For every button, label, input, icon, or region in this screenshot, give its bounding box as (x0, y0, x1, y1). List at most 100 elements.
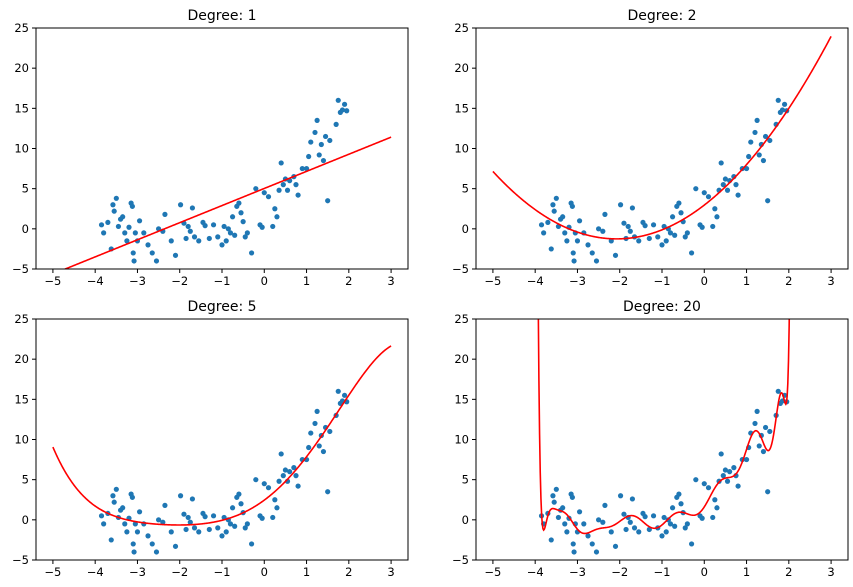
data-point (743, 456, 750, 463)
axes-frame (475, 27, 849, 270)
data-point (113, 486, 119, 492)
data-point (553, 195, 559, 201)
x-tick-label: 3 (827, 274, 834, 288)
data-point (585, 533, 591, 539)
data-point (131, 549, 137, 555)
data-point (341, 101, 348, 107)
data-point (312, 420, 318, 427)
axes-frame (35, 27, 409, 270)
data-point (111, 499, 117, 505)
data-point (219, 242, 225, 248)
data-point (215, 525, 221, 531)
x-tick-label: −4 (527, 274, 544, 288)
y-tick-label: 15 (454, 101, 469, 115)
data-point (320, 157, 327, 164)
data-point (600, 519, 606, 525)
y-tick-label: 0 (462, 513, 469, 527)
data-point (122, 230, 128, 236)
data-point (295, 192, 301, 198)
data-point (155, 517, 162, 523)
y-tick-label: 10 (454, 142, 469, 156)
data-point (322, 133, 329, 140)
data-point (168, 529, 174, 535)
data-point (287, 469, 293, 475)
fit-curve (492, 35, 832, 240)
data-point (571, 549, 577, 555)
data-point (265, 485, 272, 491)
data-point (272, 497, 278, 503)
data-point (227, 230, 234, 236)
data-point (762, 424, 769, 431)
data-point (259, 515, 265, 521)
x-tick-label: −4 (87, 565, 104, 579)
data-point (688, 541, 695, 547)
data-point (678, 501, 684, 507)
x-tick-label: −1 (214, 274, 231, 288)
fit-curve (63, 136, 392, 269)
data-point (177, 202, 184, 208)
data-point (550, 202, 556, 208)
data-point (274, 214, 280, 220)
data-point (562, 521, 568, 527)
data-point (569, 203, 575, 209)
y-tick-label: 15 (14, 101, 29, 115)
data-point (746, 153, 752, 160)
data-point (735, 483, 741, 489)
data-point (240, 219, 246, 225)
data-point (276, 187, 282, 193)
data-point (669, 214, 676, 220)
data-point (720, 473, 726, 479)
data-point (145, 533, 151, 539)
data-point (101, 521, 107, 527)
y-tick-label: 10 (14, 142, 29, 156)
data-point (548, 246, 554, 252)
data-point (642, 514, 648, 520)
data-point (593, 258, 600, 264)
data-point (612, 252, 619, 258)
data-point (181, 511, 187, 517)
data-point (278, 451, 284, 457)
data-point (705, 485, 712, 491)
data-point (280, 473, 286, 479)
data-point (627, 519, 633, 525)
data-point (149, 541, 155, 547)
data-point (238, 210, 244, 216)
data-point (335, 97, 341, 103)
data-point (621, 511, 627, 517)
data-points (98, 97, 350, 264)
data-point (595, 226, 602, 232)
data-point (659, 533, 665, 539)
y-tick-label: 0 (462, 222, 469, 236)
data-point (160, 519, 166, 525)
x-tick-label: 3 (387, 274, 394, 288)
data-point (564, 529, 570, 535)
data-point (185, 514, 191, 521)
x-tick-label: 1 (743, 565, 750, 579)
data-point (701, 190, 707, 196)
y-tick-label: 25 (454, 21, 469, 35)
data-point (172, 252, 179, 258)
data-point (775, 388, 781, 394)
subplot-title: Degree: 2 (627, 8, 696, 24)
data-point (215, 234, 221, 240)
x-tick-label: 0 (261, 565, 268, 579)
data-point (189, 205, 196, 211)
data-point (693, 477, 699, 483)
subplot-1: Degree: 1 −5 −4 −3 −2 −1 0 1 2 3 −5 0 5 10 15 20 25 (12, 8, 409, 288)
data-point (172, 543, 179, 549)
data-point (712, 497, 718, 503)
data-point (274, 505, 280, 511)
data-point (110, 202, 116, 208)
y-tick-label: 25 (454, 312, 469, 326)
axes-frame (35, 318, 409, 561)
data-points (538, 97, 790, 264)
data-point (284, 187, 291, 193)
data-point (720, 182, 726, 188)
data-point (752, 420, 758, 427)
data-point (756, 152, 762, 158)
x-tick-label: −5 (484, 565, 501, 579)
y-tick-label: 20 (14, 61, 29, 75)
data-point (627, 228, 633, 234)
data-point (344, 108, 350, 114)
data-point (646, 235, 652, 242)
